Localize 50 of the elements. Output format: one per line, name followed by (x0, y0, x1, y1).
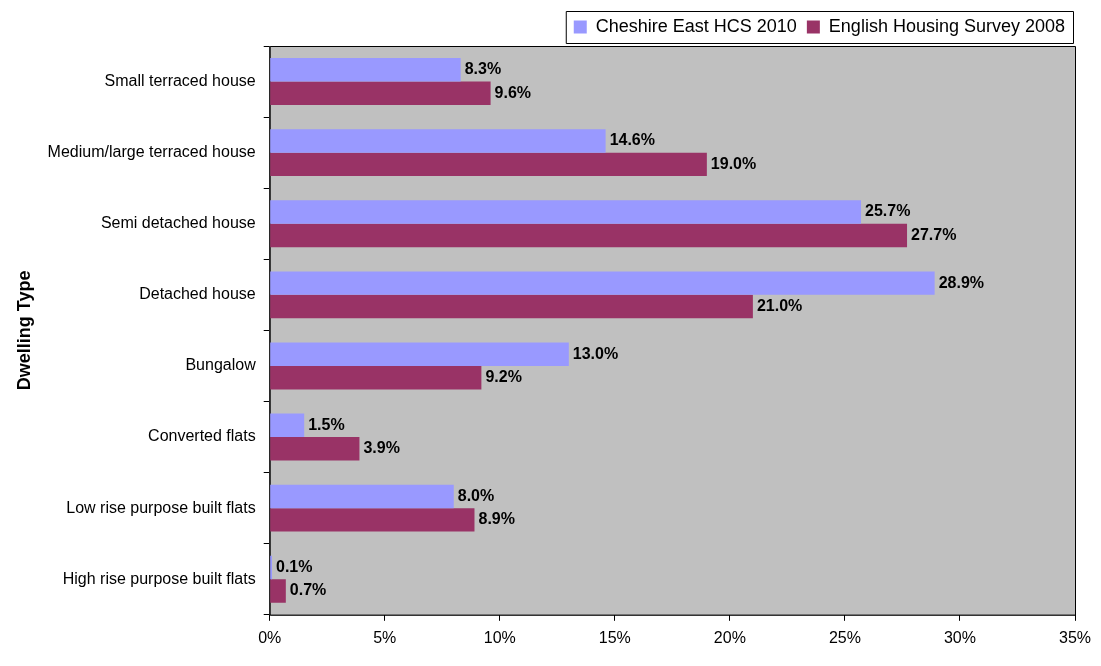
y-tick-label: Small terraced house (104, 71, 256, 89)
data-label: 25.7% (865, 202, 911, 220)
data-label: 3.9% (363, 439, 400, 457)
y-tick-label: Low rise purpose built flats (66, 498, 256, 516)
bar (270, 81, 491, 106)
bar (270, 484, 454, 509)
data-label: 0.7% (289, 581, 327, 599)
data-label: 14.6% (609, 131, 656, 149)
bar (270, 200, 862, 224)
bar (270, 223, 908, 248)
data-label: 27.7% (911, 225, 957, 243)
bar (270, 413, 305, 438)
y-tick-label: Semi detached house (100, 214, 256, 232)
bar (270, 129, 606, 153)
x-tick-label: 5% (373, 628, 397, 646)
data-label: 0.1% (276, 557, 313, 575)
bar (270, 342, 569, 366)
bar (270, 294, 753, 319)
data-label: 13.0% (572, 344, 619, 362)
y-tick-label: High rise purpose built flats (62, 569, 256, 587)
bar (270, 508, 475, 532)
x-tick-label: 30% (943, 628, 976, 646)
data-label: 8.9% (478, 510, 515, 528)
data-label: 21.0% (756, 296, 803, 314)
x-tick-label: 20% (713, 628, 746, 646)
y-axis-title: Dwelling Type (13, 270, 34, 391)
x-tick-label: 10% (483, 628, 516, 646)
x-tick-label: 25% (828, 628, 861, 646)
data-label: 1.5% (308, 415, 345, 433)
bar (270, 579, 286, 603)
y-tick-label: Detached house (139, 285, 256, 303)
legend-label: English Housing Survey 2008 (828, 15, 1066, 36)
y-tick-label: Converted flats (148, 427, 256, 445)
data-label: 9.6% (494, 83, 532, 101)
bar (270, 58, 461, 82)
bar (270, 152, 707, 177)
y-tick-label: Bungalow (185, 356, 257, 374)
data-label: 19.0% (710, 154, 757, 172)
data-label: 9.2% (485, 368, 522, 386)
y-tick-label: Medium/large terraced house (47, 143, 256, 161)
data-label: 28.9% (938, 273, 985, 291)
x-tick-label: 15% (598, 628, 631, 646)
x-tick-label: 0% (258, 628, 282, 646)
x-tick-label: 35% (1058, 628, 1092, 646)
legend-label: Cheshire East HCS 2010 (595, 15, 797, 36)
bar (270, 365, 482, 390)
data-label: 8.3% (464, 60, 502, 78)
bar (270, 271, 935, 295)
bar (270, 437, 360, 461)
data-label: 8.0% (457, 486, 495, 504)
